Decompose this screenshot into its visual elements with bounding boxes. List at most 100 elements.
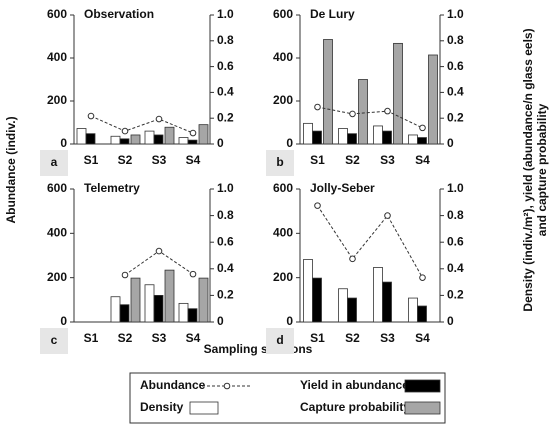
- bar: [187, 139, 198, 145]
- line-marker: [155, 247, 163, 255]
- line-marker: [121, 127, 129, 135]
- bar: [382, 281, 392, 323]
- bar: [338, 288, 348, 323]
- y-tick-label: 200: [273, 270, 293, 284]
- line-marker: [189, 129, 197, 137]
- bar: [382, 130, 392, 145]
- y-tick-label: 400: [47, 226, 67, 240]
- panel-label-box: [40, 328, 68, 354]
- bar: [85, 133, 96, 145]
- bar: [417, 137, 427, 145]
- bar: [119, 138, 130, 145]
- line-marker: [155, 115, 163, 123]
- line: [124, 250, 194, 276]
- y2-tick-label: 0.6: [447, 59, 464, 73]
- bar: [187, 308, 198, 323]
- line: [90, 115, 194, 134]
- y-tick-label: 0: [60, 136, 67, 150]
- bar: [338, 128, 348, 145]
- y2-tick-label: 0.2: [447, 288, 464, 302]
- line-marker: [419, 274, 426, 281]
- bar: [312, 277, 322, 323]
- y2-tick-label: 0: [217, 314, 224, 328]
- y-axis-label: Abundance (indiv.): [4, 116, 18, 223]
- y2-tick-label: 1.0: [217, 7, 234, 21]
- bar: [130, 277, 141, 323]
- y2-tick-label: 0: [217, 136, 224, 150]
- y2-tick-label: 0.6: [217, 234, 234, 248]
- bar: [417, 305, 427, 323]
- x-tick-label: S2: [118, 331, 133, 345]
- bar: [198, 124, 209, 145]
- line-marker: [87, 112, 95, 120]
- bar: [144, 130, 155, 145]
- line-marker: [189, 270, 197, 278]
- bar: [153, 134, 164, 145]
- bar: [198, 277, 209, 323]
- y-tick-label: 600: [273, 7, 293, 21]
- x-tick-label: S4: [415, 153, 430, 167]
- x-tick-label: S1: [84, 331, 99, 345]
- x-tick-label: S3: [380, 153, 395, 167]
- bar: [393, 42, 403, 145]
- bar: [119, 304, 130, 323]
- bar: [323, 39, 333, 145]
- y2-tick-label: 0.8: [447, 33, 464, 47]
- line: [317, 205, 423, 278]
- chart-title: Jolly-Seber: [310, 181, 375, 195]
- bar: [110, 296, 121, 323]
- line-marker: [121, 271, 129, 279]
- y2-tick-label: 0.2: [447, 110, 464, 124]
- y2-axis-label: Density (indiv./m²), yield (abundance/n …: [521, 28, 535, 311]
- y-tick-label: 0: [286, 314, 293, 328]
- x-tick-label: S2: [345, 153, 360, 167]
- y-tick-label: 200: [47, 93, 67, 107]
- y2-tick-label: 0.4: [217, 85, 234, 99]
- y2-tick-label: 0.4: [447, 261, 464, 275]
- y2-tick-label: 1.0: [447, 7, 464, 21]
- panel-label: c: [51, 333, 58, 347]
- y-tick-label: 400: [273, 226, 293, 240]
- y-tick-label: 400: [273, 50, 293, 64]
- legend-box: [129, 372, 446, 424]
- y2-tick-label: 0.6: [447, 234, 464, 248]
- y2-tick-label: 0.4: [217, 261, 234, 275]
- panel-label-box: [266, 150, 294, 176]
- bar: [347, 133, 357, 145]
- y2-tick-label: 0: [447, 136, 454, 150]
- line-marker: [314, 103, 321, 111]
- y2-tick-label: 0.8: [447, 208, 464, 222]
- legend-label: Capture probability: [300, 400, 410, 414]
- bar: [178, 302, 189, 323]
- y-tick-label: 600: [47, 181, 67, 195]
- y-tick-label: 0: [286, 136, 293, 150]
- legend-swatch: [404, 401, 441, 415]
- legend-label: Abundance: [140, 378, 206, 392]
- chart-title: Telemetry: [84, 181, 140, 195]
- x-axis-label: Sampling sessions: [204, 342, 313, 356]
- y2-tick-label: 0.8: [217, 208, 234, 222]
- line-marker: [384, 212, 391, 219]
- bar: [428, 54, 438, 145]
- panel-label: a: [51, 155, 58, 169]
- bar: [110, 135, 121, 145]
- x-tick-label: S4: [186, 331, 201, 345]
- line-marker: [384, 107, 391, 115]
- y2-tick-label: 0.6: [217, 59, 234, 73]
- bar: [303, 259, 313, 323]
- bar: [373, 267, 383, 323]
- x-tick-label: S1: [84, 153, 99, 167]
- y2-tick-label: 0.4: [447, 85, 464, 99]
- y-tick-label: 600: [273, 181, 293, 195]
- legend-marker: [223, 382, 231, 390]
- bar: [347, 297, 357, 323]
- legend-label: Yield in abundance: [300, 378, 409, 392]
- y-tick-label: 200: [47, 270, 67, 284]
- panel-label-box: [40, 150, 68, 176]
- legend-label: Density: [140, 400, 184, 414]
- line-marker: [349, 110, 356, 118]
- bar: [76, 128, 87, 145]
- bar: [164, 126, 175, 145]
- bar: [303, 122, 313, 145]
